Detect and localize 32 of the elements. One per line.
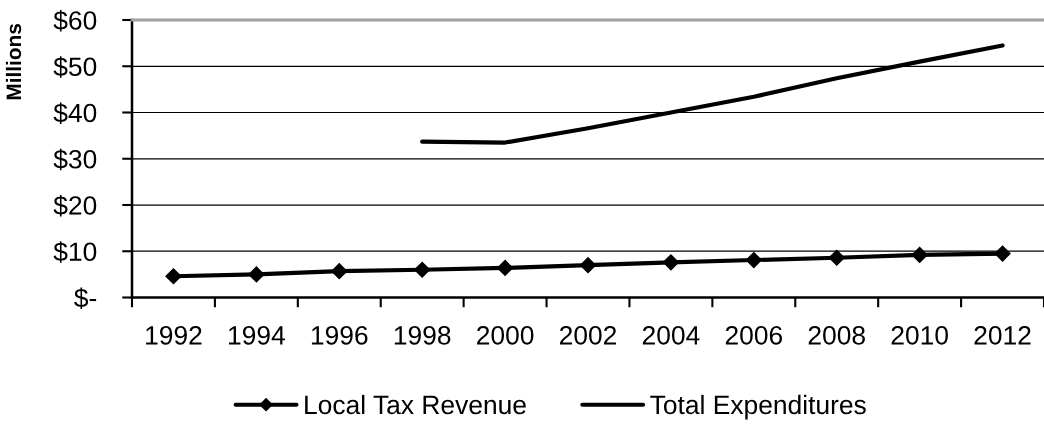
point bbox=[662, 254, 679, 271]
y-tick-label: $- bbox=[74, 287, 97, 309]
x-tick-label: 2012 bbox=[974, 325, 1031, 345]
point bbox=[745, 251, 762, 269]
x-tick-label: 1996 bbox=[311, 325, 368, 345]
x-tick-label: 1994 bbox=[229, 325, 285, 345]
x-tick-label: 2006 bbox=[725, 325, 783, 345]
x-tick-label: 1992 bbox=[146, 325, 202, 345]
x-tick-label: 1998 bbox=[394, 325, 451, 345]
point bbox=[248, 266, 265, 283]
y-tick-label: $40 bbox=[53, 102, 97, 124]
y-axis-title: Millions bbox=[5, 23, 22, 100]
point bbox=[911, 246, 928, 264]
point bbox=[414, 261, 431, 278]
y-tick-label: $10 bbox=[53, 241, 97, 263]
point bbox=[331, 263, 348, 280]
point bbox=[828, 249, 845, 266]
x-tick-label: 2002 bbox=[559, 325, 617, 345]
y-tick-label: $50 bbox=[53, 56, 97, 78]
x-tick-label: 2004 bbox=[642, 325, 700, 345]
point bbox=[497, 259, 514, 276]
y-tick-label: $20 bbox=[53, 195, 97, 217]
x-tick-label: 2010 bbox=[891, 325, 948, 345]
y-tick-label: $60 bbox=[53, 10, 97, 32]
y-tick-label: $30 bbox=[53, 148, 97, 171]
x-tick-label: 2000 bbox=[477, 325, 534, 345]
point bbox=[579, 257, 597, 274]
x-tick-label: 2008 bbox=[808, 325, 865, 345]
legend-label: Total Expenditures bbox=[650, 394, 866, 420]
point bbox=[165, 268, 182, 285]
legend-label: Local Tax Revenue bbox=[305, 394, 526, 415]
point bbox=[994, 245, 1011, 262]
